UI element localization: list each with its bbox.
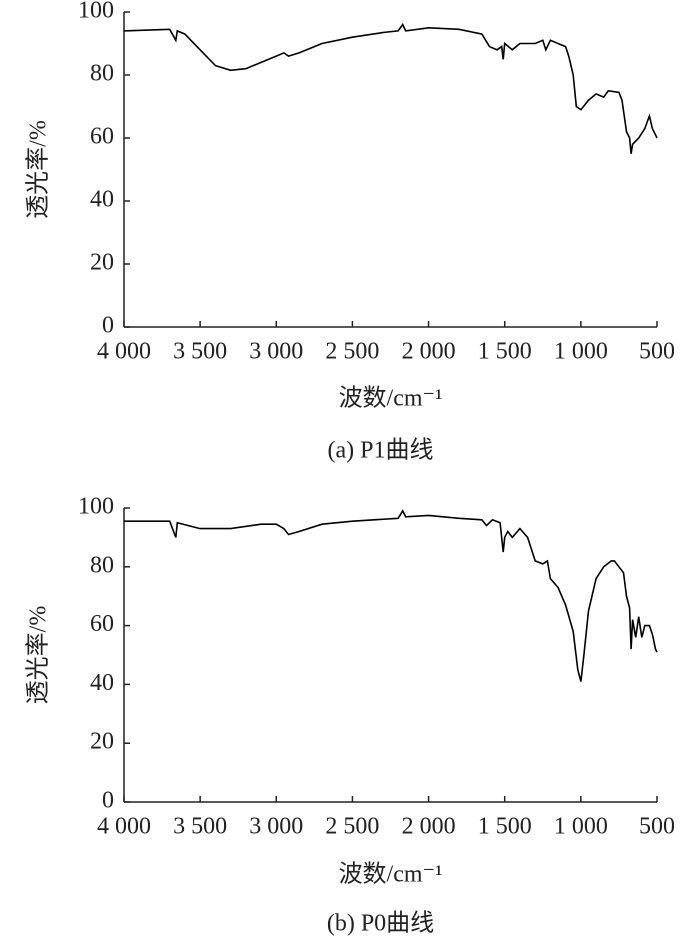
x-tick-label: 2 000 bbox=[402, 814, 456, 840]
x-tick-label: 3 000 bbox=[249, 339, 303, 365]
x-axis-label: 波数/cm⁻¹ bbox=[339, 385, 443, 412]
spectrum-line bbox=[124, 509, 658, 682]
y-tick-label: 40 bbox=[90, 670, 114, 696]
y-tick-label: 80 bbox=[90, 61, 114, 87]
x-tick-label: 3 500 bbox=[173, 814, 227, 840]
x-tick-label: 3 000 bbox=[249, 814, 303, 840]
caption: (b) P0曲线 bbox=[327, 910, 434, 937]
x-tick-label: 4 000 bbox=[97, 814, 151, 840]
y-tick-label: 80 bbox=[90, 552, 114, 578]
x-tick-label: 3 500 bbox=[173, 339, 227, 365]
y-tick-label: 40 bbox=[90, 187, 114, 213]
x-axis-label: 波数/cm⁻¹ bbox=[339, 861, 443, 888]
x-tick-label: 500 bbox=[639, 339, 675, 365]
x-tick-label: 500 bbox=[639, 814, 675, 840]
y-tick-label: 60 bbox=[90, 124, 114, 150]
x-tick-label: 1 000 bbox=[554, 814, 608, 840]
y-tick-label: 0 bbox=[102, 313, 114, 339]
y-tick-label: 60 bbox=[90, 611, 114, 637]
caption: (a) P1曲线 bbox=[328, 437, 434, 464]
x-tick-label: 1 000 bbox=[554, 339, 608, 365]
y-tick-label: 100 bbox=[78, 0, 114, 24]
y-tick-label: 100 bbox=[78, 494, 114, 520]
y-axis-label: 透光率/% bbox=[25, 606, 52, 705]
x-tick-label: 2 500 bbox=[325, 814, 379, 840]
y-axis-label: 透光率/% bbox=[25, 120, 52, 219]
x-tick-label: 2 000 bbox=[402, 339, 456, 365]
x-tick-label: 4 000 bbox=[97, 339, 151, 365]
x-tick-label: 1 500 bbox=[478, 339, 532, 365]
y-tick-label: 20 bbox=[90, 729, 114, 755]
y-tick-label: 20 bbox=[90, 250, 114, 276]
y-tick-label: 0 bbox=[102, 788, 114, 814]
x-tick-label: 1 500 bbox=[478, 814, 532, 840]
spectrum-line bbox=[123, 23, 658, 154]
x-tick-label: 2 500 bbox=[325, 339, 379, 365]
